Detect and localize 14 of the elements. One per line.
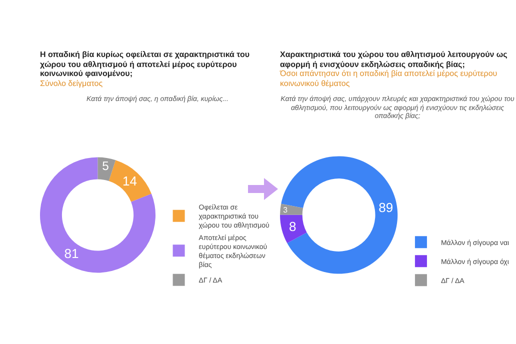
donut-slice <box>281 156 398 274</box>
data-label: 89 <box>378 200 394 216</box>
donut-slice <box>40 157 156 273</box>
donut-slice <box>280 204 304 215</box>
data-label: 81 <box>64 246 79 262</box>
chart-title: Χαρακτηριστικά του χώρου του αθλητισμού λειτουργούν ως αφορμή ή ενισχύουν εκδηλώσεις οπαδικής βίας; <box>280 50 508 69</box>
chart-subtitle: Σύνολο δείγματος <box>40 78 104 88</box>
chart-title: Η οπαδική βία κυρίως οφείλεται σε χαρακτηριστικά του χώρου του αθλητισμού ή αποτελεί μέρος ευρύτερου κοινωνικού φαινομένου; <box>40 50 251 78</box>
data-label: 5 <box>102 158 110 173</box>
data-label: 8 <box>289 219 296 234</box>
data-label: 14 <box>122 173 138 188</box>
chart-subtitle: Όσοι απάντησαν ότι η οπαδική βία αποτελεί μέρος ευρύτερου κοινωνικού θέματος <box>280 69 498 88</box>
donut-slice <box>280 214 307 244</box>
donut-slice <box>108 160 152 202</box>
